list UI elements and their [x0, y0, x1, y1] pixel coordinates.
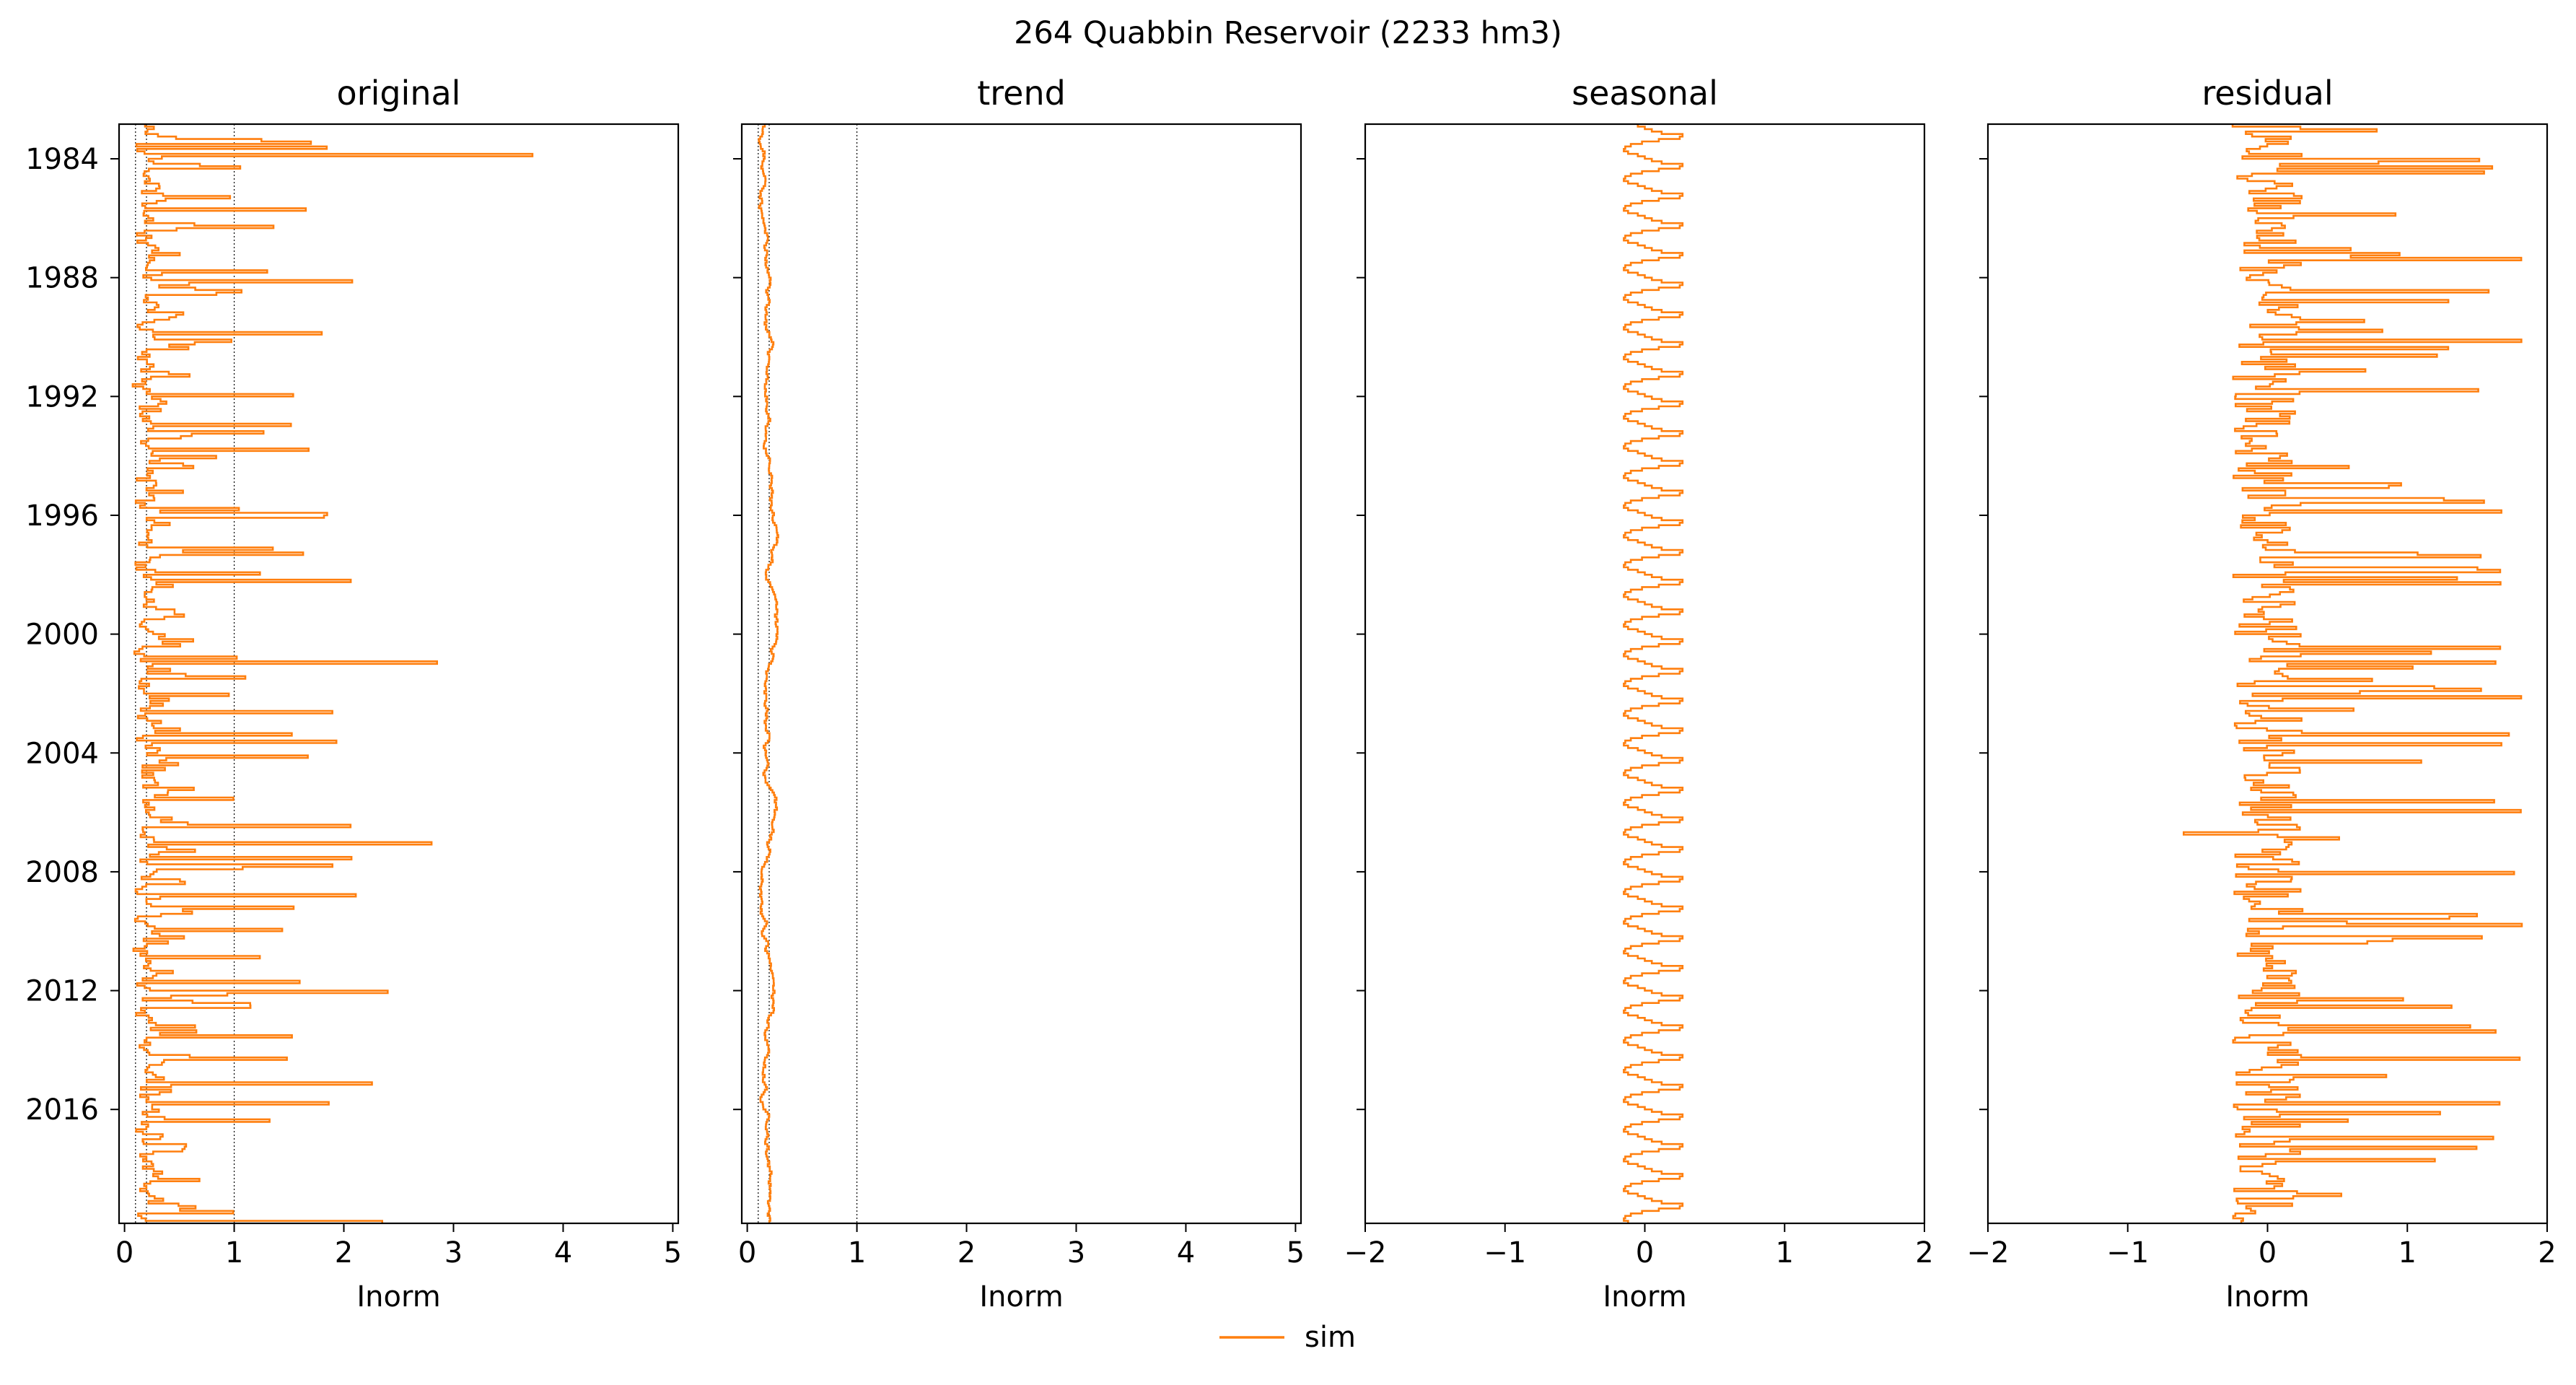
- y-tick-label: 1984: [25, 143, 99, 176]
- x-tick-label: 1: [848, 1236, 866, 1270]
- y-tick-label: 2008: [25, 856, 99, 889]
- x-tick-label: 0: [115, 1236, 133, 1270]
- x-tick-label: 2: [335, 1236, 353, 1270]
- panel-seasonal: seasonal −2 −1 0 1 2 Inorm: [1344, 74, 1934, 1314]
- y-tick-label: 1996: [25, 499, 99, 533]
- y-tick-label: 1988: [25, 262, 99, 295]
- panel-title: original: [337, 74, 461, 113]
- x-tick-label: 0: [738, 1236, 756, 1270]
- y-tick-label: 2004: [25, 737, 99, 770]
- x-tick-label: 4: [554, 1236, 572, 1270]
- x-tick-label: 3: [444, 1236, 463, 1270]
- panel-original: original 0 1 2 3 4 5 Inorm 1984 1988 1992 1996 2000 2…: [25, 74, 682, 1314]
- x-axis-label: Inorm: [2225, 1280, 2309, 1314]
- x-axis-label: Inorm: [1603, 1280, 1686, 1314]
- series-line-sim: [758, 124, 779, 1223]
- y-tick-label: 2000: [25, 619, 99, 652]
- series-line-sim: [131, 124, 534, 1223]
- x-tick-label: 0: [2259, 1236, 2277, 1270]
- x-tick-label: 5: [1287, 1236, 1305, 1270]
- x-tick-label: 1: [2398, 1236, 2417, 1270]
- x-tick-label: −1: [2106, 1236, 2149, 1270]
- y-tick-label: 1992: [25, 380, 99, 414]
- series-line-sim: [1623, 124, 1684, 1223]
- x-tick-label: 2: [1915, 1236, 1933, 1270]
- panel-residual: residual −2 −1 0 1 2 Inorm: [1967, 74, 2557, 1314]
- x-tick-label: 3: [1067, 1236, 1085, 1270]
- axes-frame: [118, 123, 680, 1225]
- y-tick-label: 2012: [25, 975, 99, 1008]
- x-axis-label: Inorm: [979, 1280, 1063, 1314]
- x-tick-label: 1: [1776, 1236, 1794, 1270]
- x-tick-label: 2: [958, 1236, 976, 1270]
- x-tick-label: −2: [1967, 1236, 2010, 1270]
- axes-frame: [1364, 123, 1926, 1225]
- series-line-sim: [2183, 124, 2523, 1223]
- x-tick-label: 4: [1177, 1236, 1195, 1270]
- axes-frame: [1986, 123, 2549, 1225]
- x-tick-label: 0: [1636, 1236, 1654, 1270]
- x-tick-label: 5: [664, 1236, 682, 1270]
- x-tick-label: 1: [225, 1236, 243, 1270]
- panel-title: trend: [977, 74, 1066, 113]
- y-tick-label: 2016: [25, 1093, 99, 1127]
- figure-title: 264 Quabbin Reservoir (2233 hm3): [1014, 15, 1562, 51]
- legend: sim: [1219, 1321, 1356, 1354]
- x-axis-label: Inorm: [356, 1280, 440, 1314]
- x-tick-label: −2: [1344, 1236, 1387, 1270]
- x-tick-label: 2: [2538, 1236, 2556, 1270]
- legend-label: sim: [1305, 1321, 1356, 1354]
- panel-title: residual: [2202, 74, 2333, 113]
- panel-title: seasonal: [1572, 74, 1718, 113]
- panel-trend: trend 0 1 2 3 4 5 Inorm: [733, 74, 1305, 1314]
- axes-frame: [740, 123, 1302, 1225]
- x-tick-label: −1: [1484, 1236, 1526, 1270]
